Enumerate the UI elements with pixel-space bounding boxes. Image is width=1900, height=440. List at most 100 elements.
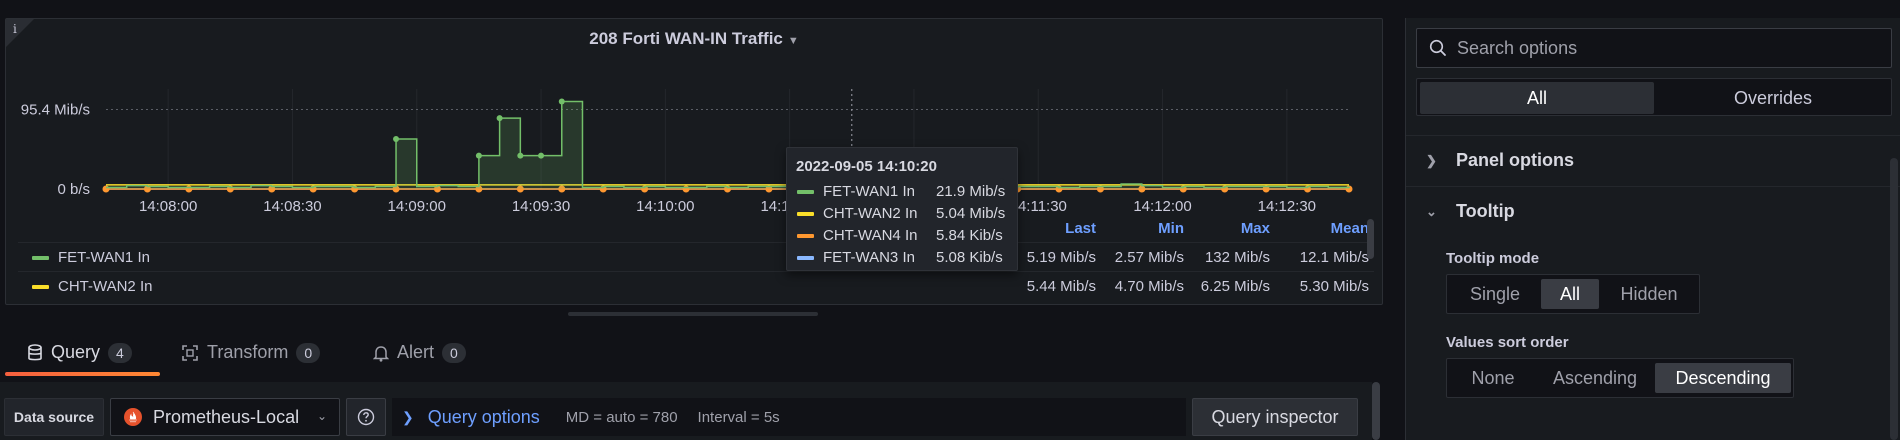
tooltip-swatch <box>797 256 814 260</box>
data-source-value[interactable]: Prometheus-Local <box>153 406 300 427</box>
tab-transform-label[interactable]: Transform <box>207 342 289 362</box>
legend-last-value: 5.19 Mib/s <box>1026 249 1096 266</box>
seg-overrides[interactable]: Overrides <box>1733 87 1813 108</box>
tab-transform-count: 0 <box>296 342 321 363</box>
section-tooltip[interactable]: ⌄ Tooltip <box>1406 186 1900 236</box>
x-tick-label: 14:11:30 <box>1010 198 1067 215</box>
section-tooltip-title[interactable]: Tooltip <box>1456 201 1515 221</box>
tab-alert-count: 0 <box>442 342 466 363</box>
info-icon[interactable]: i <box>13 22 17 36</box>
query-options-title[interactable]: Query options <box>427 406 540 427</box>
tab-query-count: 4 <box>108 342 132 363</box>
x-tick-label: 14:09:00 <box>388 198 446 215</box>
chevron-right-icon[interactable]: ❯ <box>402 408 414 425</box>
chevron-down-icon[interactable]: ⌄ <box>316 409 327 423</box>
tooltip-mode-group: Single All Hidden <box>1446 274 1700 314</box>
data-source-label: Data source <box>4 398 104 436</box>
sort-none[interactable]: None <box>1471 367 1515 388</box>
legend-series-name[interactable]: CHT-WAN2 In <box>58 278 153 295</box>
series-point <box>393 136 400 142</box>
chart-tooltip: 2022-09-05 14:10:20 FET-WAN1 In 21.9 Mib… <box>786 147 1018 271</box>
x-tick-label: 14:09:30 <box>512 198 570 215</box>
tab-query[interactable]: Query 4 <box>27 342 132 363</box>
legend-header-last[interactable]: Last <box>1065 220 1096 237</box>
series-point <box>517 152 524 159</box>
sort-ascending[interactable]: Ascending <box>1552 367 1638 388</box>
database-icon <box>28 343 42 360</box>
tab-query-label[interactable]: Query <box>51 342 101 362</box>
series-point <box>538 152 545 159</box>
series-point <box>496 115 503 122</box>
tooltip-series-value: 5.04 Mib/s <box>936 205 1006 222</box>
tooltip-swatch <box>797 212 814 216</box>
time-series-chart[interactable]: 14:08:00 14:08:30 14:09:00 14:09:30 14:10:00… <box>6 19 1384 219</box>
series-line <box>106 100 1350 189</box>
tab-transform[interactable]: Transform 0 <box>181 342 321 363</box>
graph-panel: i 208 Forti WAN-IN Traffic ▼ 14:08:00 14:0… <box>5 18 1383 305</box>
tooltip-row: FET-WAN1 In 21.9 Mib/s <box>796 181 1008 203</box>
legend-mean-value: 12.1 Mib/s <box>1299 249 1369 266</box>
query-options-bar[interactable]: ❯ Query options MD = auto = 780 Interval… <box>392 398 1186 436</box>
tooltip-series-value: 5.08 Kib/s <box>936 249 1003 266</box>
legend-scrollbar[interactable] <box>1367 219 1374 259</box>
x-tick-label: 14:12:30 <box>1258 198 1316 215</box>
y-tick-label: 95.4 Mib/s <box>21 102 90 119</box>
panel-resize-handle[interactable] <box>568 312 818 316</box>
options-pane: All Overrides ❯ Panel options ⌄ Tooltip … <box>1405 18 1900 440</box>
pane-divider[interactable] <box>1385 0 1405 440</box>
tooltip-mode-hidden[interactable]: Hidden <box>1620 283 1678 304</box>
bell-icon <box>373 345 389 362</box>
legend-last-value: 5.44 Mib/s <box>1026 278 1096 295</box>
tooltip-series-name: CHT-WAN4 In <box>823 227 918 244</box>
legend-max-value: 6.25 Mib/s <box>1200 278 1270 295</box>
tooltip-series-value: 5.84 Kib/s <box>936 227 1003 244</box>
active-tab-indicator <box>5 372 160 376</box>
legend-row[interactable]: CHT-WAN2 In 5.44 Mib/s 4.70 Mib/s 6.25 M… <box>18 271 1374 299</box>
data-source-picker[interactable]: Prometheus-Local ⌄ <box>110 398 340 436</box>
search-field[interactable] <box>1416 28 1892 68</box>
panel-title-text[interactable]: 208 Forti WAN-IN Traffic <box>589 29 783 48</box>
chevron-down-icon[interactable]: ▼ <box>787 35 799 47</box>
x-tick-label: 14:08:00 <box>139 198 197 215</box>
query-toolbar: Data source Prometheus-Local ⌄ ❯ Query o… <box>0 382 1372 440</box>
panel-info-corner[interactable] <box>6 19 34 47</box>
series-point <box>516 185 524 193</box>
options-scrollbar[interactable] <box>1890 158 1898 440</box>
tooltip-series-name: FET-WAN1 In <box>823 183 915 200</box>
seg-all[interactable]: All <box>1420 82 1654 114</box>
legend-series-name[interactable]: FET-WAN1 In <box>58 249 150 266</box>
chevron-down-icon: ⌄ <box>1426 203 1437 219</box>
query-options-interval: Interval = 5s <box>697 408 780 426</box>
tooltip-mode-all[interactable]: All <box>1541 279 1599 309</box>
legend-header-max[interactable]: Max <box>1240 220 1270 237</box>
tooltip-mode-single[interactable]: Single <box>1469 283 1521 304</box>
legend-header-min[interactable]: Min <box>1158 220 1184 237</box>
sort-descending[interactable]: Descending <box>1655 363 1791 393</box>
legend-swatch <box>32 285 49 289</box>
legend-swatch <box>32 256 49 260</box>
chevron-right-icon: ❯ <box>1426 152 1437 168</box>
x-tick-label: 14:10:00 <box>636 198 694 215</box>
question-icon <box>357 408 375 426</box>
legend-row[interactable]: FET-WAN1 In 5.19 Mib/s 2.57 Mib/s 132 Mi… <box>18 242 1374 270</box>
query-inspector-button[interactable]: Query inspector <box>1192 398 1358 436</box>
tooltip-mode-label: Tooltip mode <box>1446 250 1540 267</box>
x-tick-label: 14:12:00 <box>1133 198 1191 215</box>
tab-alert-label[interactable]: Alert <box>397 342 435 362</box>
search-icon <box>1429 39 1446 56</box>
tab-alert[interactable]: Alert 0 <box>373 342 466 363</box>
options-view-toggle: All Overrides <box>1416 78 1892 116</box>
tooltip-row: FET-WAN3 In 5.08 Kib/s <box>796 247 1008 269</box>
section-panel-options-title[interactable]: Panel options <box>1456 150 1575 170</box>
legend-header-mean[interactable]: Mean <box>1330 220 1369 237</box>
tooltip-row: CHT-WAN4 In 5.84 Kib/s <box>796 225 1008 247</box>
tooltip-row: CHT-WAN2 In 5.04 Mib/s <box>796 203 1008 225</box>
section-panel-options[interactable]: ❯ Panel options <box>1406 135 1900 185</box>
search-input[interactable] <box>1457 37 1877 59</box>
tooltip-series-name: CHT-WAN2 In <box>823 205 918 222</box>
panel-title[interactable]: 208 Forti WAN-IN Traffic ▼ <box>6 29 1382 49</box>
series-point <box>558 98 565 105</box>
transform-icon <box>182 344 198 361</box>
query-scrollbar[interactable] <box>1372 382 1380 440</box>
help-button[interactable] <box>346 398 386 436</box>
